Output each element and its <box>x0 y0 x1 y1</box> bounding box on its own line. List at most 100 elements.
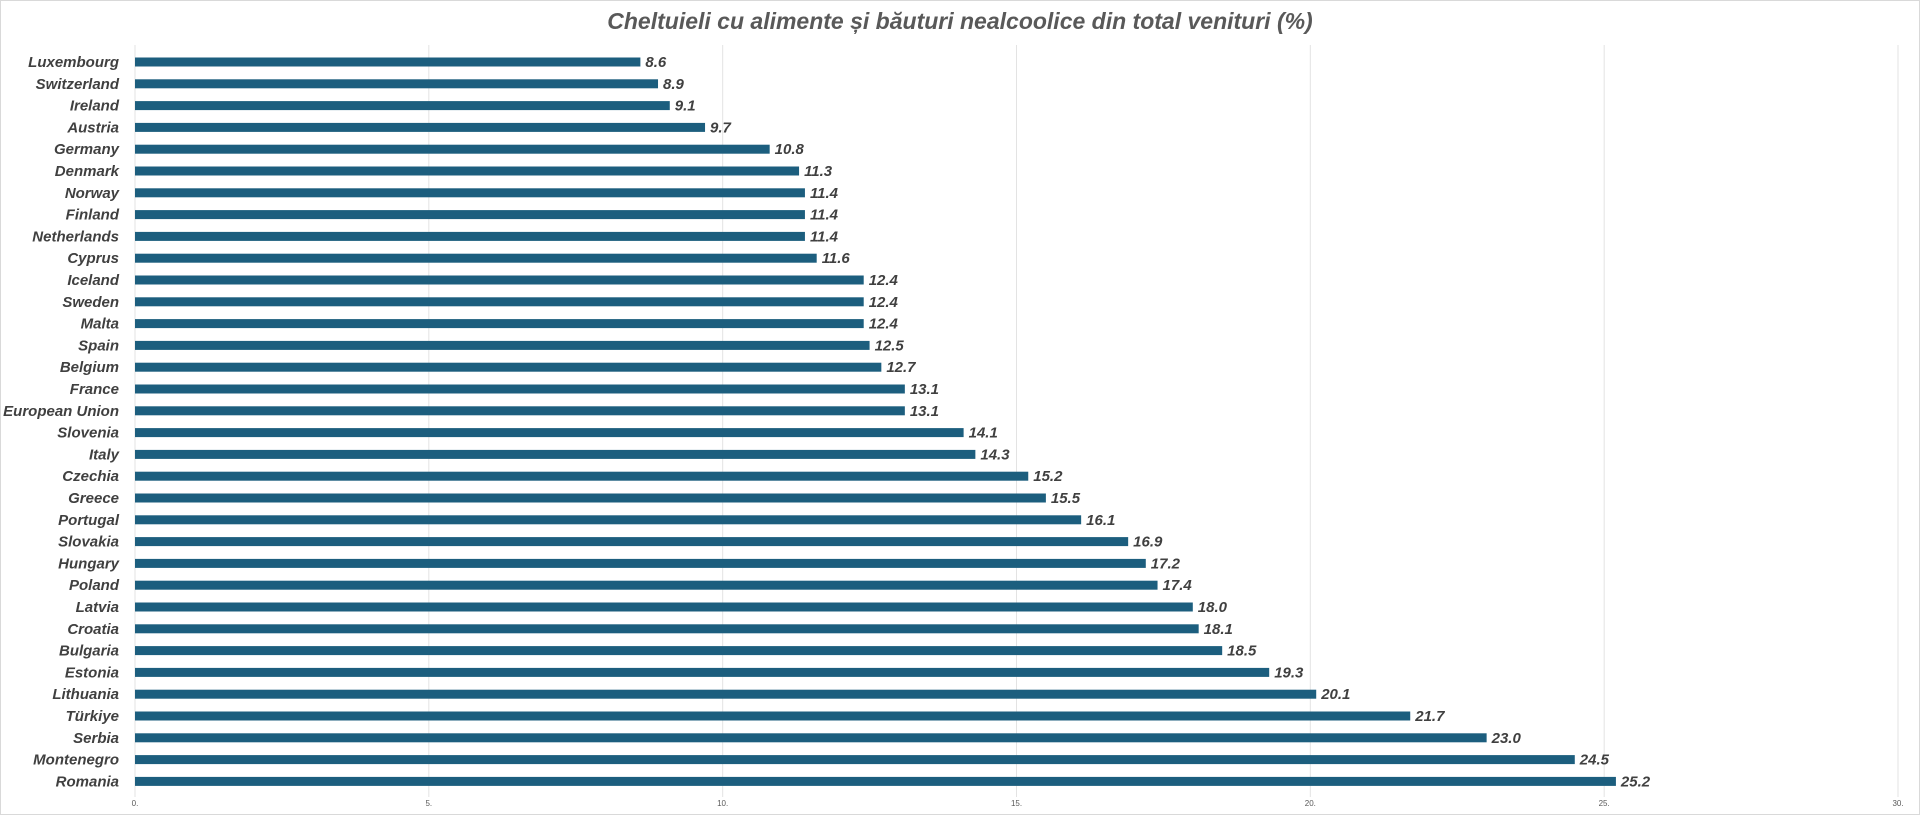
bars <box>135 57 1616 786</box>
data-label: 9.7 <box>710 119 732 136</box>
data-label: 10.8 <box>775 141 805 158</box>
category-label: Portugal <box>58 512 120 529</box>
data-label: 14.3 <box>980 446 1010 463</box>
category-label: Montenegro <box>33 752 119 769</box>
x-tick-label: 10. <box>717 799 728 808</box>
data-label: 12.4 <box>869 316 899 333</box>
bar <box>135 711 1411 721</box>
category-label: Luxembourg <box>28 54 119 71</box>
data-label: 23.0 <box>1491 730 1522 747</box>
bar <box>135 188 805 198</box>
bar <box>135 515 1082 525</box>
bar <box>135 776 1616 786</box>
bar <box>135 210 805 220</box>
bar <box>135 689 1317 699</box>
bar <box>135 755 1575 765</box>
bar <box>135 558 1146 568</box>
category-label: Czechia <box>62 468 119 485</box>
category-label: European Union <box>3 403 119 420</box>
data-label: 16.9 <box>1133 534 1163 551</box>
bar <box>135 733 1487 743</box>
bar <box>135 275 864 285</box>
data-label: 8.6 <box>645 54 667 71</box>
category-label: Germany <box>54 141 120 158</box>
data-label: 24.5 <box>1579 752 1610 769</box>
category-label: Malta <box>81 316 119 333</box>
bar <box>135 428 964 438</box>
data-label: 11.4 <box>810 185 839 202</box>
data-label: 18.0 <box>1198 599 1228 616</box>
x-tick-label: 20. <box>1305 799 1316 808</box>
data-label: 11.6 <box>822 250 851 267</box>
data-label: 11.4 <box>810 207 839 224</box>
category-label: Iceland <box>67 272 120 289</box>
bar <box>135 602 1193 612</box>
data-label: 12.5 <box>875 337 905 354</box>
data-label: 14.1 <box>969 425 998 442</box>
data-label: 21.7 <box>1414 708 1445 725</box>
category-label: Serbia <box>73 730 119 747</box>
bar <box>135 144 770 154</box>
category-label: Finland <box>66 207 120 224</box>
bar <box>135 362 882 372</box>
bar <box>135 319 864 329</box>
data-label: 12.7 <box>886 359 916 376</box>
data-label: 15.2 <box>1033 468 1063 485</box>
category-label: Netherlands <box>32 228 119 245</box>
x-tick-label: 0. <box>132 799 139 808</box>
labels: 0. 5. 10. 15. 20. 25. 30. Luxembourg 8.6 Switzerl… <box>3 54 1903 808</box>
data-label: 20.1 <box>1320 686 1350 703</box>
category-label: Austria <box>66 119 119 136</box>
category-label: Norway <box>65 185 120 202</box>
category-label: Slovakia <box>58 534 119 551</box>
bar <box>135 297 864 307</box>
bar <box>135 340 870 350</box>
category-label: Switzerland <box>36 76 120 93</box>
bar <box>135 406 905 416</box>
category-label: Hungary <box>58 555 120 572</box>
data-label: 13.1 <box>910 381 939 398</box>
category-label: Estonia <box>65 664 119 681</box>
category-label: Croatia <box>67 621 119 638</box>
data-label: 11.3 <box>804 163 833 180</box>
category-label: Belgium <box>60 359 119 376</box>
chart-title: Cheltuieli cu alimente și băuturi nealco… <box>607 8 1313 34</box>
x-tick-label: 5. <box>425 799 432 808</box>
category-label: Romania <box>56 773 119 790</box>
bar <box>135 667 1270 677</box>
bar <box>135 471 1029 481</box>
category-label: Sweden <box>62 294 119 311</box>
data-label: 18.5 <box>1227 643 1257 660</box>
bar <box>135 537 1129 547</box>
data-label: 13.1 <box>910 403 939 420</box>
bar <box>135 384 905 394</box>
data-label: 11.4 <box>810 228 839 245</box>
bar <box>135 580 1158 590</box>
category-label: Ireland <box>70 98 120 115</box>
bar <box>135 166 800 176</box>
bar <box>135 122 706 132</box>
category-label: Italy <box>89 446 120 463</box>
gridlines <box>134 45 1899 797</box>
category-label: France <box>70 381 119 398</box>
data-label: 25.2 <box>1620 773 1651 790</box>
data-label: 17.2 <box>1151 555 1181 572</box>
category-label: Cyprus <box>67 250 119 267</box>
category-label: Latvia <box>76 599 119 616</box>
data-label: 12.4 <box>869 272 899 289</box>
category-label: Poland <box>69 577 120 594</box>
bar <box>135 101 670 111</box>
bar <box>135 646 1223 656</box>
x-tick-label: 25. <box>1599 799 1610 808</box>
data-label: 8.9 <box>663 76 685 93</box>
category-label: Greece <box>68 490 119 507</box>
category-label: Türkiye <box>66 708 119 725</box>
category-label: Lithuania <box>52 686 119 703</box>
category-label: Bulgaria <box>59 643 119 660</box>
data-label: 17.4 <box>1163 577 1193 594</box>
data-label: 9.1 <box>675 98 696 115</box>
data-label: 12.4 <box>869 294 899 311</box>
category-label: Slovenia <box>57 425 119 442</box>
x-tick-label: 15. <box>1011 799 1022 808</box>
